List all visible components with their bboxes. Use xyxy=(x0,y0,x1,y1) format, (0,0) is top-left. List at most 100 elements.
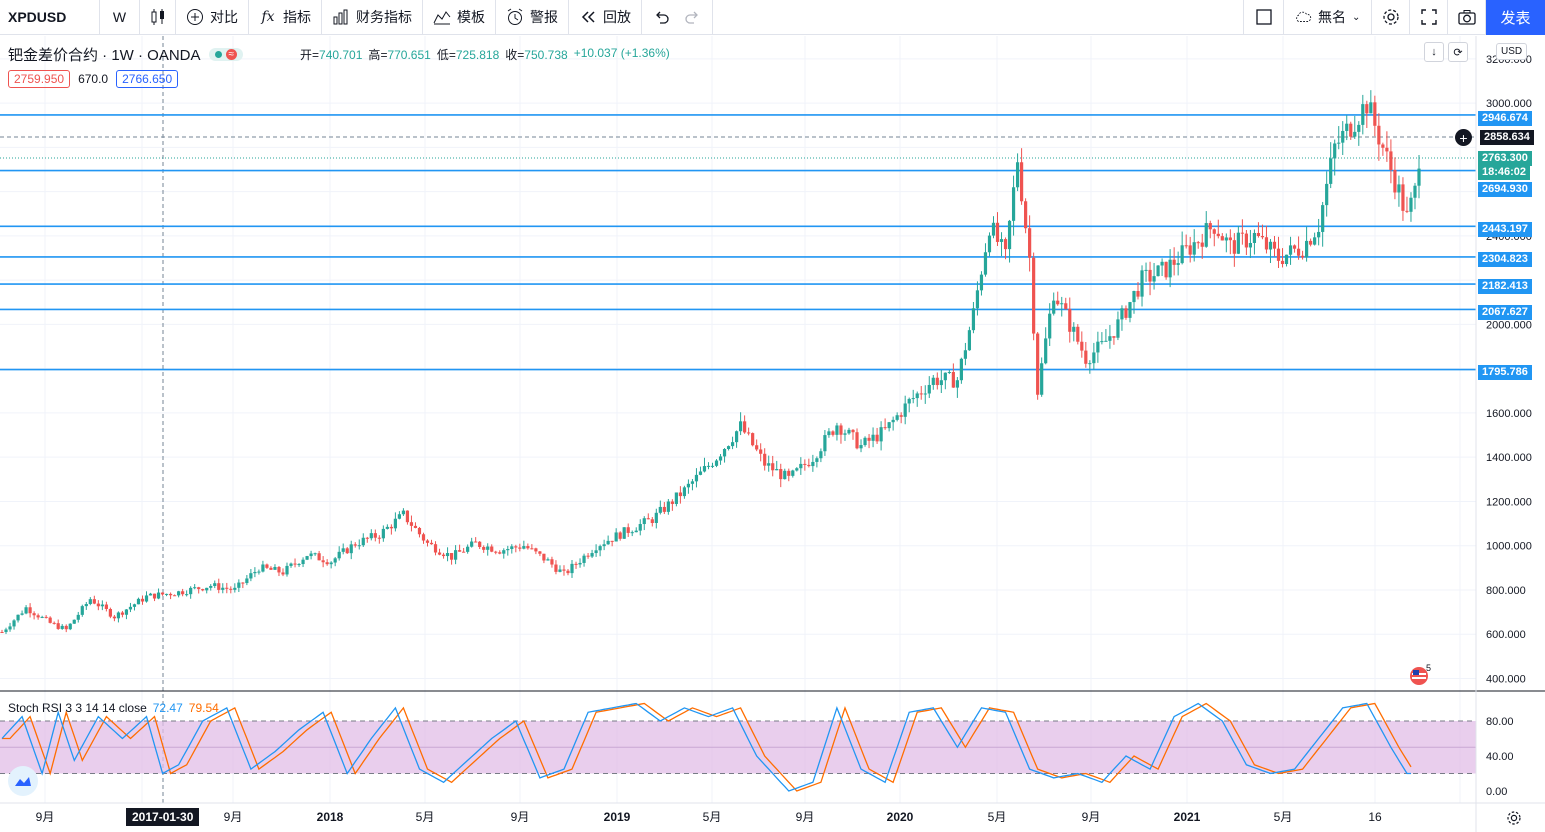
sell-price-button[interactable]: 2759.950 xyxy=(8,70,71,88)
redo-icon[interactable] xyxy=(684,8,702,26)
candle-body xyxy=(967,330,972,351)
price-tick-label: 1600.000 xyxy=(1486,408,1532,420)
candle-body xyxy=(983,252,988,275)
candle-body xyxy=(1317,231,1321,238)
candle-body xyxy=(554,564,558,572)
time-tick-label: 9月 xyxy=(224,810,243,824)
candle-body xyxy=(132,604,137,607)
price-tick-label: 2000.000 xyxy=(1486,319,1532,331)
candle-body xyxy=(185,594,189,596)
time-tick-label: 2021 xyxy=(1174,810,1201,824)
candle-body xyxy=(678,492,682,497)
stoch-k-line xyxy=(1,702,1411,792)
candle-body xyxy=(1003,239,1008,250)
candle-body xyxy=(755,445,759,450)
candle-body xyxy=(618,532,622,539)
candle-body xyxy=(177,591,181,596)
candle-body xyxy=(104,604,108,609)
stoch-legend: Stoch RSI 3 3 14 14 close 72.47 79.54 xyxy=(8,701,219,715)
candle-body xyxy=(1256,232,1261,237)
candle-body xyxy=(393,518,397,529)
horizontal-lines xyxy=(0,114,1476,371)
templates-label: 模板 xyxy=(457,9,485,25)
candle-body xyxy=(120,612,125,615)
time-tick-label: 9月 xyxy=(36,810,55,824)
candle-body xyxy=(333,558,337,563)
close-group: 收=750.738 xyxy=(505,48,568,62)
candle-body xyxy=(1112,336,1116,338)
candle-body xyxy=(538,551,542,554)
arrow-down-icon[interactable]: ↓ xyxy=(1424,42,1444,62)
candle-body xyxy=(1084,350,1088,364)
candle-body xyxy=(28,607,32,614)
tradingview-logo-icon[interactable] xyxy=(8,766,38,796)
candle-body xyxy=(522,546,526,549)
publish-button[interactable]: 发表 xyxy=(1486,0,1545,35)
candle-body xyxy=(1132,290,1136,303)
candle-body xyxy=(803,463,807,465)
snapshot-button[interactable] xyxy=(1448,0,1486,35)
add-plus-icon[interactable]: + xyxy=(1455,129,1472,146)
time-tick-label: 5月 xyxy=(988,810,1007,824)
time-tick-label: 16 xyxy=(1368,810,1382,824)
replay-button[interactable]: 回放 xyxy=(569,0,642,35)
candle-body xyxy=(40,616,44,618)
candle-body xyxy=(1276,248,1281,261)
candle-body xyxy=(787,470,791,476)
candle-body xyxy=(1036,333,1040,395)
chart-settings-gear-icon[interactable] xyxy=(1504,808,1524,828)
financials-button[interactable]: 财务指标 xyxy=(322,0,423,35)
buy-price-button[interactable]: 2766.650 xyxy=(116,70,179,88)
price-label-line-6: 2067.627 xyxy=(1478,305,1532,320)
templates-button[interactable]: 模板 xyxy=(423,0,496,35)
select-layout-button[interactable] xyxy=(1244,0,1284,35)
candle-body xyxy=(903,403,907,417)
candle-body xyxy=(152,593,157,599)
candlestick-series xyxy=(0,90,1421,635)
symbol-search-button[interactable]: XPDUSD xyxy=(0,0,100,35)
stoch-tick-label: 0.00 xyxy=(1486,786,1507,798)
candle-body xyxy=(670,501,674,504)
events-flag-icon[interactable]: 5 xyxy=(1405,663,1435,686)
candle-body xyxy=(1401,184,1405,211)
candle-body xyxy=(1007,220,1012,250)
candle-body xyxy=(895,415,899,420)
candle-body xyxy=(144,595,149,602)
camera-icon xyxy=(1457,8,1476,26)
candle-body xyxy=(466,546,470,552)
candle-body xyxy=(1104,340,1108,342)
market-status-badge[interactable]: ≈ xyxy=(208,48,244,61)
candle-body xyxy=(1088,363,1092,365)
candle-body xyxy=(734,431,739,443)
settings-button[interactable] xyxy=(1372,0,1410,35)
candle-body xyxy=(843,433,847,435)
candle-body xyxy=(1200,242,1204,247)
alert-button[interactable]: 警报 xyxy=(496,0,569,35)
candle-body xyxy=(297,564,301,566)
open-value: 740.701 xyxy=(319,48,363,62)
refresh-icon[interactable]: ⟳ xyxy=(1448,42,1468,62)
compare-button[interactable]: 对比 xyxy=(176,0,249,35)
time-tick-label: 2020 xyxy=(887,810,914,824)
undo-icon[interactable] xyxy=(652,8,670,26)
candle-body xyxy=(1072,326,1076,332)
chart-canvas[interactable]: 3200.0003000.0002400.0002000.0001600.000… xyxy=(0,36,1545,832)
indicators-button[interactable]: fx 指标 xyxy=(249,0,322,35)
candle-body xyxy=(1108,336,1112,341)
candle-body xyxy=(1160,261,1164,266)
candle-body xyxy=(173,595,177,597)
candle-body xyxy=(193,587,197,589)
candle-body xyxy=(1232,240,1236,254)
layout-name-button[interactable]: 無名 ⌄ xyxy=(1284,0,1372,35)
cloud-icon xyxy=(1294,8,1312,26)
candle-body xyxy=(337,551,341,559)
price-label-line-2: 2694.930 xyxy=(1478,182,1532,197)
chart-type-button[interactable] xyxy=(140,0,176,35)
price-tick-label: 400.000 xyxy=(1486,673,1526,685)
interval-button[interactable]: W xyxy=(100,0,140,35)
candle-body xyxy=(478,541,482,547)
candle-body xyxy=(72,619,76,624)
fullscreen-button[interactable] xyxy=(1410,0,1448,35)
time-tick-label: 9月 xyxy=(1082,810,1101,824)
currency-badge[interactable]: USD xyxy=(1496,43,1528,60)
